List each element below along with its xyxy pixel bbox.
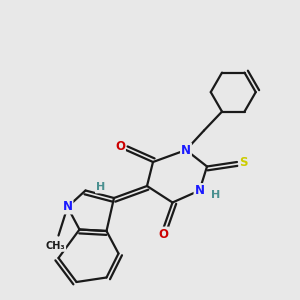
Text: CH₃: CH₃: [46, 241, 65, 251]
Text: N: N: [181, 143, 191, 157]
Text: S: S: [239, 155, 248, 169]
Text: N: N: [62, 200, 73, 214]
Text: H: H: [212, 190, 220, 200]
Text: N: N: [194, 184, 205, 197]
Text: O: O: [115, 140, 125, 154]
Text: H: H: [96, 182, 105, 193]
Text: O: O: [158, 227, 169, 241]
